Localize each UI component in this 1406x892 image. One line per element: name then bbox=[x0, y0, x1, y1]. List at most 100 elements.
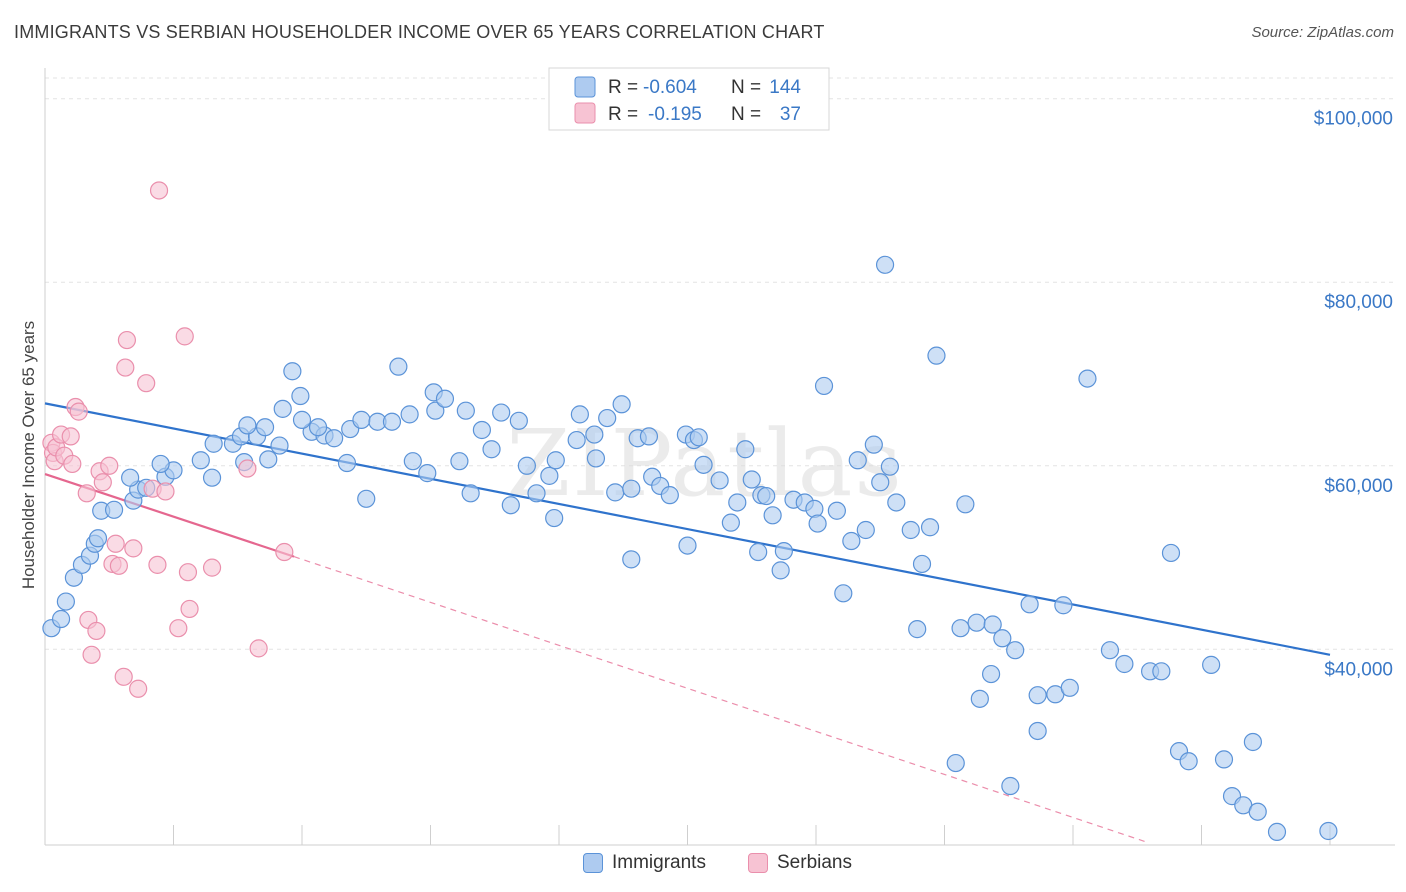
serbians-point bbox=[124, 539, 143, 558]
immigrants-point bbox=[612, 395, 631, 414]
serbians-trend-extrapolation bbox=[293, 556, 1147, 843]
immigrants-point bbox=[337, 453, 357, 473]
chart-title: IMMIGRANTS VS SERBIAN HOUSEHOLDER INCOME… bbox=[14, 22, 825, 42]
serbians-point bbox=[137, 374, 156, 393]
immigrants-point bbox=[1152, 662, 1171, 681]
immigrants-point bbox=[509, 411, 528, 430]
immigrants-point bbox=[418, 464, 437, 483]
tick-labels: $100,000$80,000$60,000$40,0000.0%80.0% bbox=[1314, 109, 1393, 681]
immigrants-point bbox=[736, 440, 755, 459]
immigrants-point bbox=[291, 386, 310, 406]
legend-n-value: 37 bbox=[780, 104, 801, 125]
immigrants-point bbox=[1001, 776, 1020, 796]
immigrants-point bbox=[357, 489, 376, 508]
immigrants-point bbox=[827, 501, 846, 520]
immigrants-point bbox=[983, 615, 1002, 634]
legend-n-value: 144 bbox=[769, 77, 801, 98]
legend-item-serbians: Serbians bbox=[748, 852, 852, 874]
serbians-point bbox=[63, 454, 82, 474]
immigrants-point bbox=[426, 401, 445, 420]
immigrants-point bbox=[570, 405, 589, 424]
immigrants-point bbox=[689, 428, 708, 447]
immigrants-point bbox=[238, 416, 257, 435]
immigrants-point bbox=[856, 520, 875, 540]
legend-r-value: -0.604 bbox=[643, 77, 697, 98]
immigrants-point bbox=[834, 584, 853, 603]
immigrants-point bbox=[721, 513, 740, 532]
immigrants-point bbox=[51, 609, 71, 629]
legend-label-immigrants: Immigrants bbox=[612, 852, 706, 873]
immigrants-point bbox=[352, 410, 371, 429]
legend-swatch-serbians bbox=[574, 102, 596, 124]
immigrants-point bbox=[710, 471, 729, 490]
immigrants-point bbox=[1020, 595, 1039, 614]
serbians-point bbox=[69, 402, 88, 421]
immigrants-point bbox=[1100, 641, 1120, 660]
immigrants-point bbox=[382, 412, 402, 431]
immigrants-point bbox=[450, 452, 469, 471]
immigrants-point bbox=[492, 403, 511, 422]
serbians-point bbox=[116, 358, 135, 377]
legend-n-label: N = bbox=[731, 77, 761, 98]
serbians-point bbox=[93, 473, 112, 492]
immigrants-point bbox=[121, 468, 140, 487]
immigrants-point bbox=[694, 455, 713, 474]
y-tick-label: $100,000 bbox=[1314, 109, 1393, 130]
serbians-point bbox=[275, 542, 294, 562]
immigrants-point bbox=[1161, 543, 1181, 563]
immigrants-point bbox=[993, 629, 1012, 648]
immigrants-point bbox=[204, 434, 223, 453]
immigrants-point bbox=[951, 619, 970, 638]
serbians-point bbox=[178, 563, 198, 582]
immigrants-point bbox=[864, 435, 883, 454]
immigrants-point bbox=[598, 408, 617, 428]
immigrants-point bbox=[1060, 678, 1079, 697]
gridlines bbox=[45, 77, 1395, 650]
serbians-point bbox=[100, 456, 119, 475]
immigrants-point bbox=[1179, 752, 1198, 771]
immigrants-point bbox=[757, 486, 776, 506]
immigrants-point bbox=[956, 495, 975, 514]
immigrants-point bbox=[842, 531, 861, 551]
immigrants-point bbox=[546, 451, 565, 470]
serbians-point bbox=[77, 484, 96, 503]
legend-item-immigrants: Immigrants bbox=[583, 852, 706, 874]
serbians-point bbox=[238, 459, 257, 478]
data-points bbox=[42, 181, 1338, 842]
immigrants-point bbox=[880, 457, 899, 476]
serbians-point bbox=[148, 555, 167, 574]
immigrants-point bbox=[292, 410, 312, 429]
immigrants-point bbox=[104, 500, 124, 519]
immigrants-point bbox=[501, 496, 520, 515]
scatter-chart: ZIPatlas $100,000$80,000$60,000$40,0000.… bbox=[19, 67, 1395, 846]
immigrants-point bbox=[88, 529, 108, 548]
immigrants-point bbox=[1028, 721, 1047, 741]
serbians-point bbox=[82, 645, 101, 664]
immigrants-point bbox=[482, 440, 501, 459]
immigrants-point bbox=[981, 664, 1001, 684]
immigrants-point bbox=[1214, 750, 1234, 769]
immigrants-point bbox=[808, 514, 827, 533]
immigrants-point bbox=[774, 542, 793, 561]
immigrants-point bbox=[308, 418, 328, 437]
immigrants-point bbox=[585, 425, 604, 444]
immigrants-point bbox=[763, 506, 782, 525]
immigrants-point bbox=[191, 451, 210, 470]
immigrants-point bbox=[814, 376, 834, 396]
immigrants-point bbox=[771, 561, 790, 580]
immigrants-point bbox=[325, 429, 344, 448]
source-label: Source: ZipAtlas.com bbox=[1251, 24, 1394, 41]
immigrants-point bbox=[1267, 822, 1287, 842]
immigrants-point bbox=[622, 479, 641, 498]
immigrants-point bbox=[586, 449, 606, 468]
immigrants-point bbox=[540, 466, 559, 485]
immigrants-point bbox=[660, 486, 679, 505]
immigrants-point bbox=[403, 452, 422, 471]
immigrants-point bbox=[283, 362, 302, 381]
immigrants-point bbox=[1006, 641, 1025, 660]
immigrants-point bbox=[848, 451, 867, 470]
y-tick-label: $40,000 bbox=[1324, 659, 1393, 680]
immigrants-point bbox=[871, 473, 890, 492]
legend-r-label: R = bbox=[608, 77, 638, 98]
series-legend: Immigrants Serbians bbox=[0, 850, 1406, 880]
